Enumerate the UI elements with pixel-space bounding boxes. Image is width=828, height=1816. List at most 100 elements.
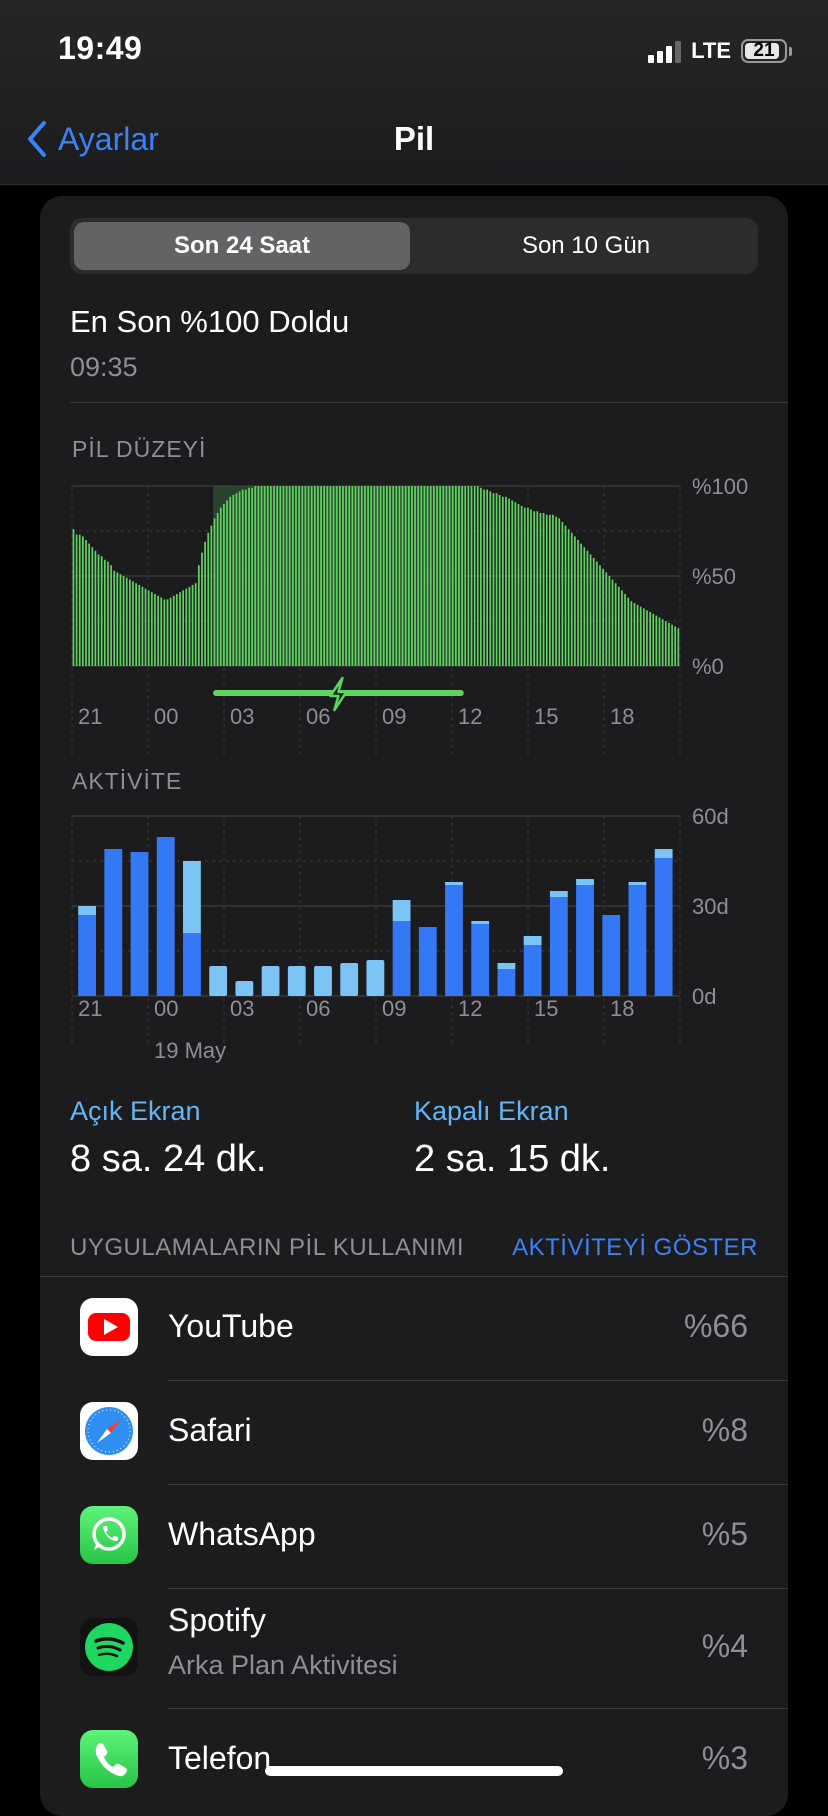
screen-off-bar — [261, 966, 280, 996]
battery-bar — [103, 559, 106, 666]
whatsapp-icon — [80, 1506, 138, 1564]
battery-bar — [621, 590, 623, 666]
battery-bar — [445, 486, 448, 666]
y-tick-label: 60d — [692, 804, 729, 829]
battery-bar — [207, 532, 210, 666]
screen-off-bar — [366, 960, 385, 996]
battery-bar — [307, 486, 310, 666]
battery-bar — [197, 565, 200, 666]
screen-on-label: Açık Ekran — [70, 1096, 201, 1126]
battery-bar — [527, 507, 529, 666]
battery-bar — [508, 498, 510, 666]
battery-bar — [442, 486, 445, 666]
y-tick-label: %50 — [692, 564, 736, 589]
screen-off-bar — [314, 966, 332, 996]
battery-bar — [125, 577, 128, 666]
battery-bar — [291, 486, 294, 666]
app-subtitle: Arka Plan Aktivitesi — [168, 1650, 398, 1680]
show-activity-button[interactable]: AKTİVİTEYİ GÖSTER — [512, 1234, 758, 1261]
battery-bar — [583, 547, 586, 666]
screen-on-value: 8 sa. 24 dk. — [70, 1138, 267, 1180]
battery-bar — [451, 486, 454, 666]
battery-bar — [464, 486, 467, 666]
app-row-whatsapp[interactable]: WhatsApp %5 — [40, 1484, 788, 1588]
battery-bar — [357, 486, 360, 666]
battery-bar — [595, 561, 598, 666]
battery-bar — [122, 576, 125, 666]
battery-bar — [476, 486, 479, 666]
battery-bar — [160, 597, 163, 666]
battery-bar — [235, 493, 238, 666]
battery-bar — [285, 486, 288, 666]
battery-bar — [82, 536, 84, 666]
battery-bar — [454, 486, 457, 666]
battery-bar — [345, 486, 347, 666]
screen-off-bar — [497, 963, 516, 969]
battery-bar — [141, 586, 144, 666]
app-name: WhatsApp — [168, 1516, 316, 1552]
battery-bar — [119, 574, 122, 666]
screen-on-bar — [497, 969, 516, 996]
home-indicator[interactable] — [265, 1766, 563, 1776]
screen-on-bar — [471, 924, 490, 996]
battery-bar — [398, 486, 401, 666]
battery-bar — [147, 590, 150, 666]
battery-bar — [652, 613, 655, 666]
battery-bar — [664, 621, 667, 666]
battery-bar — [210, 525, 213, 666]
divider — [70, 402, 788, 403]
battery-bar — [94, 550, 97, 666]
battery-bar — [85, 540, 87, 666]
app-row-spotify[interactable]: Spotify Arka Plan Aktivitesi %4 — [40, 1588, 788, 1708]
app-row-youtube[interactable]: YouTube %66 — [40, 1276, 788, 1380]
app-row-safari[interactable]: Safari %8 — [40, 1380, 788, 1484]
battery-bar — [232, 495, 235, 666]
screen-on-bar — [78, 915, 97, 996]
screen-off-bar — [628, 882, 647, 885]
battery-bar — [392, 486, 395, 666]
app-row-phone[interactable]: Telefon %3 — [40, 1708, 788, 1812]
app-percentage: %8 — [701, 1412, 748, 1448]
status-time: 19:49 — [58, 30, 143, 66]
battery-bar — [244, 489, 247, 666]
x-tick-label: 06 — [306, 704, 330, 729]
battery-bar — [317, 486, 319, 666]
battery-bar — [298, 486, 300, 666]
battery-bar — [157, 595, 159, 666]
battery-bar — [498, 495, 501, 666]
battery-bar — [370, 486, 373, 666]
phone-icon — [80, 1730, 138, 1788]
chevron-left-icon — [28, 121, 46, 157]
battery-bar — [570, 532, 573, 666]
screen-on-bar — [104, 849, 123, 996]
screen-off-label: Kapalı Ekran — [414, 1096, 569, 1126]
battery-bar — [580, 543, 583, 666]
back-button[interactable]: Ayarlar — [26, 120, 159, 158]
battery-bar — [88, 543, 91, 666]
divider — [168, 1380, 788, 1381]
battery-bar — [373, 486, 376, 666]
battery-bar — [144, 588, 147, 666]
battery-bar — [201, 552, 203, 666]
battery-bar — [191, 585, 194, 666]
tab-last-10-days[interactable]: Son 10 Gün — [521, 232, 651, 259]
battery-bar — [649, 612, 651, 666]
battery-bar — [671, 624, 673, 666]
x-tick-label: 03 — [230, 704, 254, 729]
y-tick-label: 30d — [692, 894, 729, 919]
x-tick-label: 15 — [534, 996, 558, 1021]
battery-bar — [216, 513, 219, 666]
battery-bar — [592, 558, 595, 666]
x-tick-label: 06 — [306, 996, 330, 1021]
battery-bar — [633, 603, 636, 666]
battery-bar — [351, 486, 354, 666]
battery-bar — [335, 486, 338, 666]
battery-bar — [169, 597, 172, 666]
battery-bar — [329, 486, 332, 666]
battery-level-label: PİL DÜZEYİ — [72, 436, 207, 462]
battery-bar — [251, 487, 253, 666]
battery-bar — [254, 486, 257, 666]
tab-last-24-hours[interactable]: Son 24 Saat — [74, 222, 410, 270]
app-name: YouTube — [168, 1308, 294, 1344]
battery-bar — [97, 554, 100, 666]
